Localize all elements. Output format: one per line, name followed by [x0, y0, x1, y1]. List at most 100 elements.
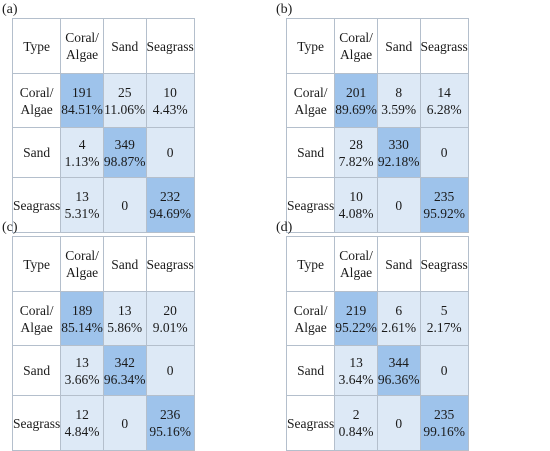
text-line: Seagrass — [146, 256, 194, 272]
text-line: Coral/ — [65, 248, 99, 263]
cell-percentage: 99.16% — [423, 424, 465, 439]
diagonal-cell: 232 94.69% — [145, 177, 195, 233]
header-row: Type Coral/Algae Sand Seagrass — [285, 18, 469, 74]
cell-percentage: 95.16% — [149, 424, 191, 439]
text-line: Seagrass — [287, 415, 335, 431]
cell-count: 13 — [349, 354, 363, 370]
column-header: Seagrass — [419, 18, 469, 74]
text-line: Coral/ — [65, 30, 99, 45]
panel-label: (b) — [276, 2, 293, 17]
row-header: Coral/Algae — [285, 73, 336, 128]
cell-percentage: 92.18% — [377, 153, 420, 169]
off-diagonal-cell: 0 — [145, 345, 195, 396]
text-line: Seagrass — [13, 197, 61, 213]
text-line: Coral/ — [19, 84, 54, 100]
table-row: Seagrass 13 5.31% 0 232 94.69% — [11, 177, 195, 233]
off-diagonal-cell: 2 0.84% — [334, 395, 378, 451]
row-header: Coral/Algae — [285, 291, 336, 346]
off-diagonal-cell: 20 9.01% — [145, 291, 195, 346]
diagonal-cell: 235 99.16% — [419, 395, 469, 451]
cell-percentage: 11.06% — [104, 101, 146, 117]
cell-count: 13 — [75, 189, 89, 204]
diagonal-cell: 235 95.92% — [419, 177, 469, 233]
diagonal-cell: 236 95.16% — [145, 395, 195, 451]
text-line: Coral/ — [293, 302, 328, 318]
column-header: Sand — [376, 236, 421, 292]
cell-percentage: 1.13% — [64, 153, 100, 169]
text-line: Algae — [294, 101, 327, 117]
off-diagonal-cell: 0 — [102, 177, 147, 233]
cell-percentage: 2.61% — [381, 319, 417, 335]
off-diagonal-cell: 4 1.13% — [60, 127, 104, 178]
column-header: Sand — [102, 18, 147, 74]
cell-count: 13 — [75, 354, 89, 370]
row-header: Sand — [11, 345, 62, 396]
cell-count: 6 — [395, 302, 403, 318]
text-line: Algae — [20, 319, 53, 335]
cell-count: 342 — [114, 354, 135, 370]
off-diagonal-cell: 5 2.17% — [419, 291, 469, 346]
cell-count: 14 — [437, 84, 451, 100]
table-row: Coral/Algae 219 95.22% 6 2.61% 5 2.17% — [285, 291, 469, 346]
text-line: Algae — [294, 319, 327, 335]
cell-percentage: 3.66% — [64, 371, 100, 387]
cell-count: 191 — [71, 84, 93, 100]
column-header: Coral/Algae — [334, 18, 378, 74]
cell-count: 0 — [440, 363, 448, 378]
corner-cell: Type — [11, 18, 62, 74]
column-header: Coral/Algae — [60, 236, 104, 292]
cell-count: 10 — [349, 189, 363, 204]
table-row: Seagrass 10 4.08% 0 235 95.92% — [285, 177, 469, 233]
column-header: Seagrass — [419, 236, 469, 292]
cell-count: 5 — [440, 302, 448, 318]
column-header: Sand — [376, 18, 421, 74]
cell-count: 4 — [78, 136, 86, 152]
table-row: Coral/Algae 189 85.14% 13 5.86% 20 9.01% — [11, 291, 195, 346]
table-row: Seagrass 2 0.84% 0 235 99.16% — [285, 395, 469, 451]
text-line: Sand — [111, 256, 139, 272]
text-line: Sand — [297, 363, 325, 378]
off-diagonal-cell: 8 3.59% — [376, 73, 421, 128]
table-row: Sand 4 1.13% 349 98.87% 0 — [11, 127, 195, 178]
diagonal-cell: 342 96.34% — [102, 345, 147, 396]
cell-percentage: 89.69% — [335, 101, 377, 117]
diagonal-cell: 191 84.51% — [60, 73, 104, 128]
cell-count: 2 — [352, 407, 360, 422]
off-diagonal-cell: 0 — [145, 127, 195, 178]
diagonal-cell: 219 95.22% — [334, 291, 378, 346]
off-diagonal-cell: 0 — [419, 127, 469, 178]
cell-count: 8 — [395, 84, 403, 100]
cell-percentage: 5.86% — [107, 319, 143, 335]
table-row: Sand 13 3.66% 342 96.34% 0 — [11, 345, 195, 396]
text-line: Seagrass — [420, 256, 468, 272]
table-row: Sand 28 7.82% 330 92.18% 0 — [285, 127, 469, 178]
header-row: Type Coral/Algae Sand Seagrass — [285, 236, 469, 292]
diagonal-cell: 344 96.36% — [376, 345, 421, 396]
confusion-matrix-table: Type Coral/Algae Sand Seagrass Coral/Algae 20… — [285, 18, 469, 233]
text-line: Coral/ — [19, 302, 54, 318]
cell-count: 219 — [345, 302, 367, 318]
off-diagonal-cell: 28 7.82% — [334, 127, 378, 178]
corner-cell: Type — [285, 236, 336, 292]
off-diagonal-cell: 13 5.31% — [60, 177, 104, 233]
text-line: Sand — [385, 256, 413, 272]
off-diagonal-cell: 10 4.43% — [145, 73, 195, 128]
text-line: Algae — [65, 265, 99, 280]
column-header: Sand — [102, 236, 147, 292]
panel-label: (c) — [2, 220, 18, 235]
off-diagonal-cell: 25 11.06% — [102, 73, 147, 128]
diagonal-cell: 201 89.69% — [334, 73, 378, 128]
off-diagonal-cell: 0 — [376, 177, 421, 233]
text-line: Algae — [20, 101, 53, 117]
cell-percentage: 7.82% — [338, 153, 374, 169]
cell-percentage: 95.92% — [423, 206, 465, 221]
cell-count: 235 — [434, 189, 455, 204]
text-line: Seagrass — [420, 38, 468, 54]
panel-label: (a) — [2, 2, 18, 17]
text-line: Seagrass — [146, 38, 194, 54]
column-header: Seagrass — [145, 236, 195, 292]
corner-cell: Type — [11, 236, 62, 292]
cell-count: 25 — [117, 84, 132, 100]
cell-percentage: 94.69% — [149, 206, 191, 221]
cell-count: 189 — [71, 302, 93, 318]
